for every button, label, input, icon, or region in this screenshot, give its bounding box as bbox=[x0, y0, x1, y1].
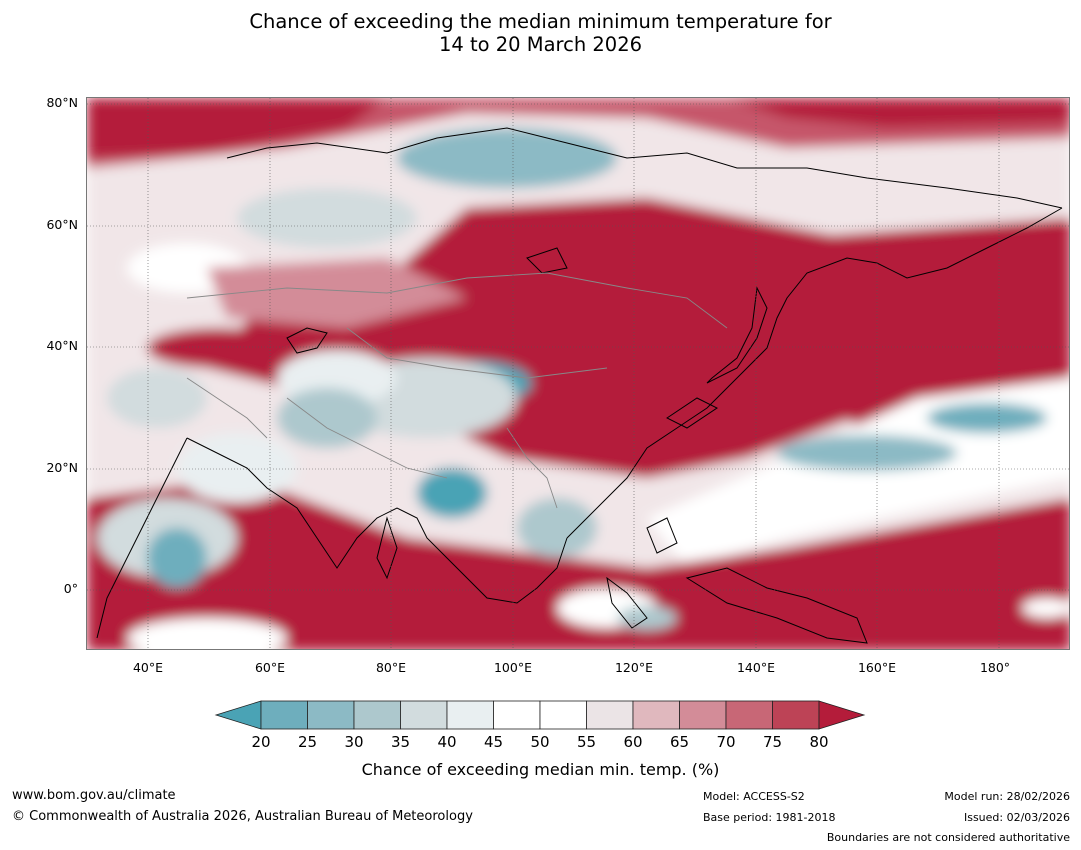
graticule bbox=[87, 98, 1069, 649]
colorbar-tick: 25 bbox=[297, 733, 318, 751]
lat-label-40n: 40°N bbox=[46, 338, 78, 353]
colorbar-segment bbox=[539, 700, 587, 730]
probability-map bbox=[86, 97, 1070, 650]
colorbar-tick: 75 bbox=[762, 733, 783, 751]
colorbar-segment bbox=[772, 700, 820, 730]
colorbar-tick: 40 bbox=[437, 733, 457, 751]
colorbar-tick: 80 bbox=[809, 733, 829, 751]
lat-label-80n: 80°N bbox=[46, 95, 78, 110]
lon-label-60e: 60°E bbox=[254, 660, 286, 675]
lat-label-0: 0° bbox=[63, 581, 78, 596]
colorbar-segment bbox=[307, 700, 355, 730]
lon-label-180: 180° bbox=[979, 660, 1011, 675]
lon-label-140e: 140°E bbox=[736, 660, 775, 675]
coastlines bbox=[96, 127, 1063, 644]
colorbar-segment bbox=[725, 700, 773, 730]
lat-label-20n: 20°N bbox=[46, 460, 78, 475]
colorbar-extend-low bbox=[214, 700, 262, 730]
colorbar-segment bbox=[400, 700, 448, 730]
colorbar-segment bbox=[260, 700, 308, 730]
chart-title: Chance of exceeding the median minimum t… bbox=[0, 10, 1081, 56]
colorbar-tick: 60 bbox=[623, 733, 643, 751]
country-borders bbox=[186, 272, 728, 509]
colorbar-segment bbox=[446, 700, 494, 730]
colorbar-tick: 65 bbox=[669, 733, 690, 751]
colorbar-segment bbox=[493, 700, 541, 730]
colorbar-extend-high bbox=[818, 700, 866, 730]
lon-label-160e: 160°E bbox=[857, 660, 896, 675]
colorbar-segment bbox=[632, 700, 680, 730]
colorbar-segment bbox=[353, 700, 401, 730]
disclaimer-text: Boundaries are not considered authoritat… bbox=[826, 831, 1070, 844]
colorbar-tick: 35 bbox=[390, 733, 411, 751]
copyright-text: © Commonwealth of Australia 2026, Austra… bbox=[12, 809, 473, 824]
colorbar-tick: 55 bbox=[576, 733, 597, 751]
colorbar-label: Chance of exceeding median min. temp. (%… bbox=[361, 760, 720, 779]
colorbar-segment bbox=[679, 700, 727, 730]
colorbar-tick: 20 bbox=[251, 733, 271, 751]
lon-label-80e: 80°E bbox=[375, 660, 407, 675]
model-run-text: Model run: 28/02/2026 bbox=[944, 790, 1070, 803]
model-text: Model: ACCESS-S2 bbox=[703, 790, 805, 803]
map-svg bbox=[87, 98, 1069, 649]
lon-label-120e: 120°E bbox=[614, 660, 653, 675]
colorbar-tick: 30 bbox=[344, 733, 364, 751]
base-period-text: Base period: 1981-2018 bbox=[703, 811, 836, 824]
lat-label-60n: 60°N bbox=[46, 217, 78, 232]
colorbar-tick: 50 bbox=[530, 733, 550, 751]
lon-label-40e: 40°E bbox=[132, 660, 164, 675]
colorbar-tick: 70 bbox=[716, 733, 736, 751]
colorbar-tick: 45 bbox=[483, 733, 504, 751]
lon-label-100e: 100°E bbox=[493, 660, 532, 675]
issued-text: Issued: 02/03/2026 bbox=[963, 811, 1070, 824]
probability-field bbox=[87, 98, 1069, 649]
colorbar bbox=[214, 700, 866, 730]
website-link[interactable]: www.bom.gov.au/climate bbox=[12, 788, 176, 803]
colorbar-segment bbox=[586, 700, 634, 730]
title-line-2: 14 to 20 March 2026 bbox=[438, 33, 643, 56]
title-line-1: Chance of exceeding the median minimum t… bbox=[249, 10, 832, 33]
